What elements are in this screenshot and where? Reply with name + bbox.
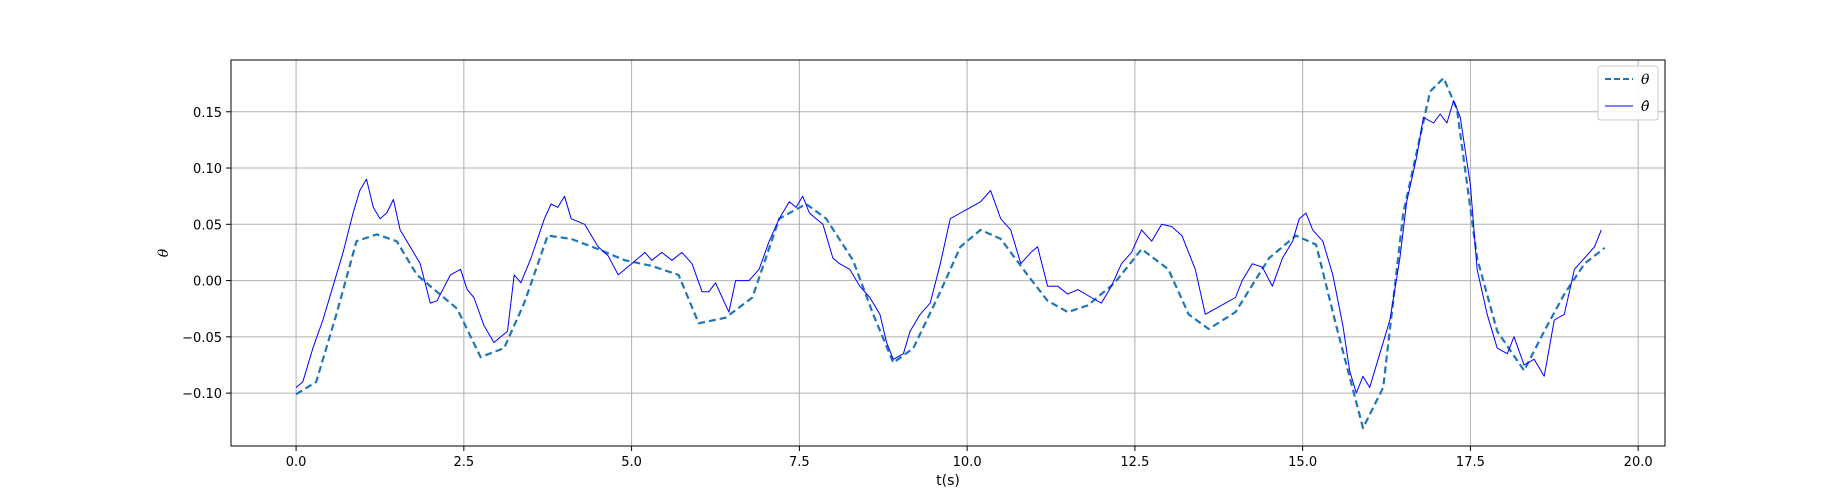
- x-tick-label: 15.0: [1288, 455, 1317, 470]
- x-tick-label: 20.0: [1624, 455, 1653, 470]
- x-tick-label: 10.0: [953, 455, 982, 470]
- legend-label-theta-hat: θ̂: [1641, 99, 1650, 115]
- y-tick-label: 0.00: [193, 275, 222, 290]
- x-tick-label: 0.0: [286, 455, 307, 470]
- series-theta-line: [295, 76, 1606, 430]
- y-axis-label: θ: [156, 248, 172, 257]
- legend-label-theta: θ: [1641, 72, 1650, 88]
- y-tick-label: 0.15: [193, 106, 222, 121]
- x-tick-label: 17.5: [1456, 455, 1485, 470]
- y-tick-label: 0.10: [193, 162, 222, 177]
- x-tick-label: 12.5: [1120, 455, 1149, 470]
- x-tick-label: 2.5: [454, 455, 475, 470]
- series-theta-hat-line: [295, 100, 1602, 394]
- x-tick-label: 7.5: [789, 455, 810, 470]
- axis-ticks: 0.0 2.5 5.0 7.5 10.0 12.5 15.0 17.5 20.0 −0.10 −0.…: [182, 106, 1652, 470]
- y-tick-label: 0.05: [193, 218, 222, 233]
- y-tick-label: −0.05: [182, 331, 222, 346]
- plot-area-frame: [230, 59, 1666, 447]
- legend: θ θ̂: [1597, 65, 1659, 121]
- x-axis-label: t(s): [936, 473, 960, 489]
- series-lines: [295, 76, 1606, 430]
- y-tick-label: −0.10: [182, 387, 222, 402]
- x-tick-label: 5.0: [621, 455, 642, 470]
